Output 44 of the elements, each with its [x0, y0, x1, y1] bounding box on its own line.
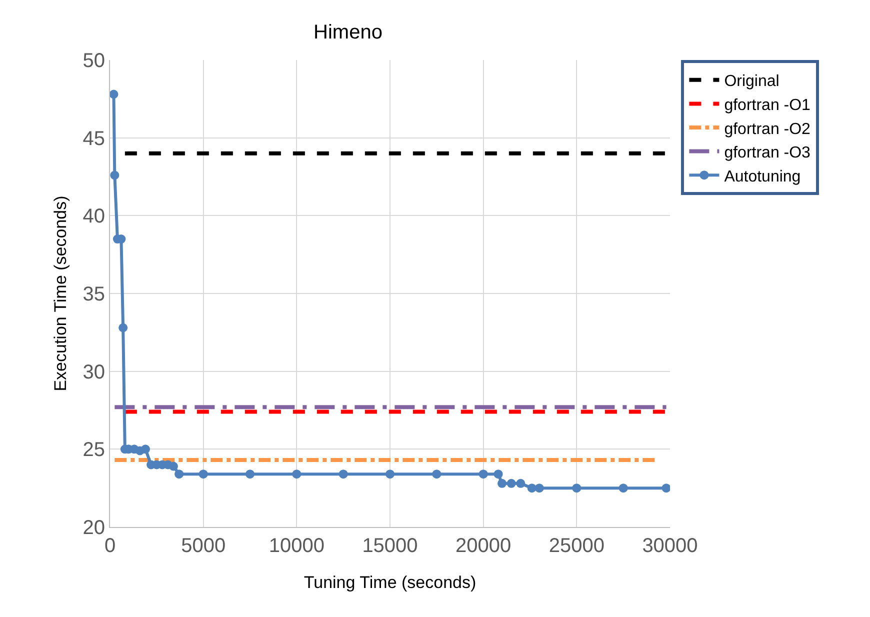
point: [338, 470, 348, 479]
x-tick-label: 5000: [181, 535, 226, 557]
point: [498, 478, 506, 488]
point: [292, 470, 302, 479]
y-tick-label: 35: [82, 284, 105, 306]
point: [386, 470, 394, 479]
point: [118, 323, 128, 332]
point: [198, 470, 208, 479]
y-tick-label: 40: [82, 206, 105, 228]
x-tick-label: 30000: [642, 535, 698, 557]
chart-title: Himeno: [314, 22, 382, 44]
legend-label: gfortran -O2: [724, 120, 811, 138]
point: [110, 90, 118, 99]
point: [534, 484, 544, 493]
point: [168, 462, 178, 471]
x-tick-label: 20000: [456, 535, 512, 557]
y-tick-label: 25: [82, 439, 105, 462]
point: [174, 470, 184, 479]
point: [246, 470, 254, 479]
point: [662, 484, 670, 493]
point: [110, 170, 120, 180]
point: [506, 478, 516, 488]
point: [516, 478, 526, 488]
y-tick-label: 45: [82, 128, 105, 150]
point: [140, 444, 150, 454]
x-tick-label: 0: [104, 535, 116, 557]
legend-label: Autotuning: [724, 168, 801, 186]
point: [618, 484, 628, 493]
point: [527, 484, 536, 493]
x-tick-label: 10000: [268, 535, 324, 557]
x-axis-title: Tuning Time (seconds): [304, 573, 476, 592]
legend-label: gfortran -O3: [724, 144, 811, 162]
x-tick-label: 25000: [548, 535, 604, 557]
legend-label: gfortran -O1: [724, 96, 811, 114]
y-tick-label: 20: [82, 517, 105, 539]
point: [572, 484, 582, 493]
y-tick-label: 50: [82, 50, 105, 72]
point: [494, 470, 503, 479]
point: [432, 470, 442, 479]
y-axis-title: Execution Time (seconds): [51, 196, 70, 392]
x-tick-label: 15000: [362, 535, 418, 557]
point: [478, 470, 488, 479]
legend-label: Original: [724, 73, 780, 90]
y-tick-label: 30: [82, 361, 105, 384]
